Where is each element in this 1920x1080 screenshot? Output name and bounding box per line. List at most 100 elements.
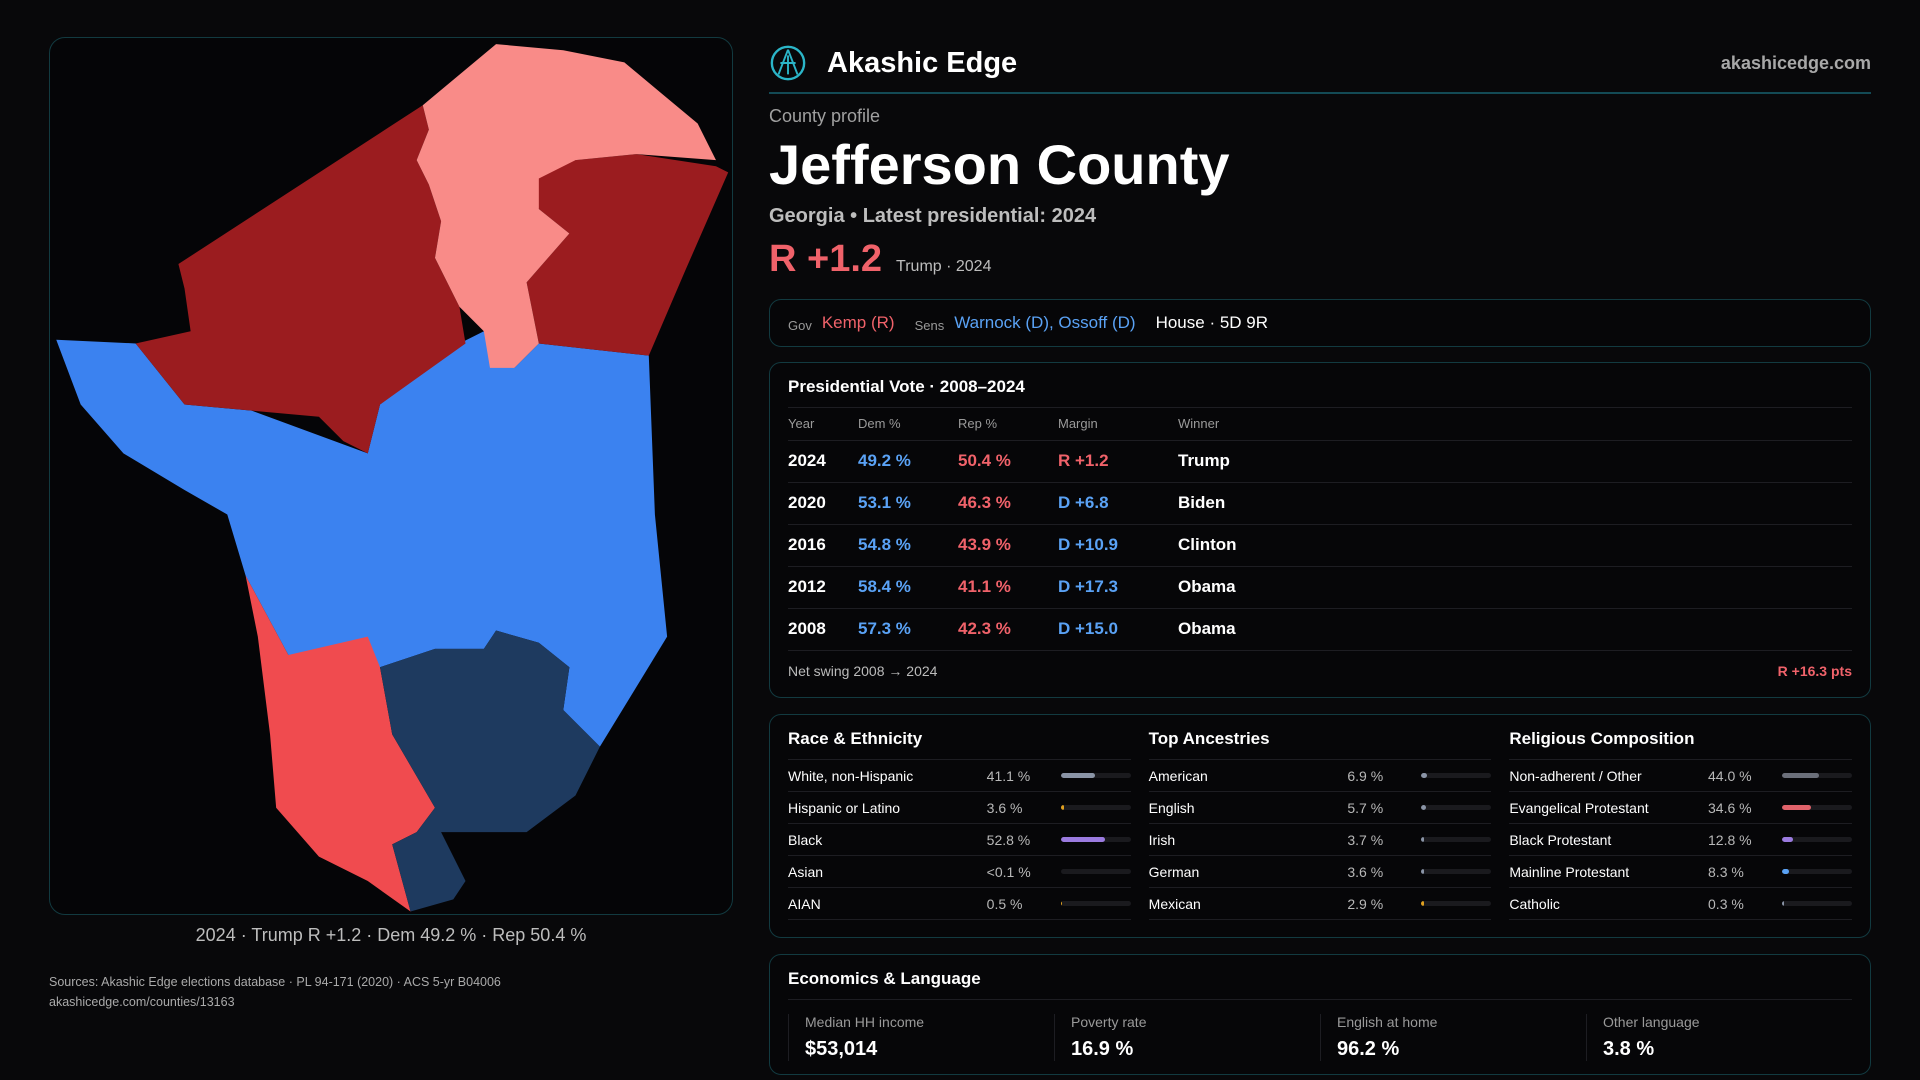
- precinct-lean-d[interactable]: [56, 331, 668, 747]
- margin: D +6.8: [1058, 482, 1178, 525]
- share-bar: [1782, 901, 1853, 906]
- sources-text: Sources: Akashic Edge elections database…: [49, 975, 501, 989]
- share-bar-fill: [1782, 901, 1784, 906]
- precinct-lean-r-south[interactable]: [245, 575, 435, 912]
- year: 2024: [788, 440, 858, 483]
- map-caption: 2024 · Trump R +1.2 · Dem 49.2 % · Rep 5…: [195, 925, 587, 945]
- item-value: 12.8 %: [1708, 831, 1752, 848]
- precinct-strong-d[interactable]: [380, 630, 600, 912]
- item-value: 3.7 %: [1347, 831, 1384, 848]
- share-bar-fill: [1421, 869, 1425, 874]
- share-bar-fill: [1782, 837, 1793, 842]
- item-name: AIAN: [788, 895, 821, 912]
- item-value: <0.1 %: [986, 863, 1031, 880]
- dem-pct: 54.8 %: [858, 524, 958, 567]
- item-value: 2.9 %: [1347, 895, 1384, 912]
- officials-bar: Gov Kemp (R) Sens Warnock (D), Ossoff (D…: [769, 299, 1871, 347]
- site-link[interactable]: akashicedge.com: [1720, 52, 1871, 73]
- rep-pct: 50.4 %: [958, 440, 1058, 483]
- rep-pct: 41.1 %: [958, 566, 1058, 609]
- year: 2016: [788, 524, 858, 567]
- item-name: American: [1148, 767, 1208, 784]
- share-bar-fill: [1421, 901, 1424, 906]
- stat-tile: Other language 3.8 %: [1586, 1014, 1852, 1061]
- share-bar: [1060, 837, 1131, 842]
- item-value: 34.6 %: [1708, 799, 1752, 816]
- margin: R +1.2: [1058, 440, 1178, 483]
- item-value: 5.7 %: [1347, 799, 1384, 816]
- stat-label: Poverty rate: [1071, 1014, 1147, 1030]
- item-value: 0.5 %: [986, 895, 1023, 912]
- list-item: Hispanic or Latino 3.6 %: [788, 792, 1131, 824]
- share-bar-fill: [1060, 837, 1106, 842]
- card-title: Presidential Vote · 2008–2024: [788, 377, 1852, 408]
- rep-pct: 42.3 %: [958, 608, 1058, 651]
- rep-pct: 46.3 %: [958, 482, 1058, 525]
- list-item: AIAN 0.5 %: [788, 888, 1131, 920]
- governor: Kemp (R): [821, 313, 895, 332]
- county-url[interactable]: akashicedge.com/counties/13163: [49, 995, 235, 1009]
- share-bar: [1421, 901, 1492, 906]
- item-name: English: [1148, 799, 1195, 816]
- table-row: 2012 58.4 % 41.1 % D +17.3 Obama: [788, 566, 1852, 609]
- stat-value: 16.9 %: [1071, 1038, 1134, 1060]
- share-bar: [1782, 837, 1853, 842]
- list-item: Mexican 2.9 %: [1148, 888, 1492, 920]
- item-value: 52.8 %: [986, 831, 1031, 848]
- column-title: Top Ancestries: [1148, 729, 1492, 760]
- table-row: 2008 57.3 % 42.3 % D +15.0 Obama: [788, 608, 1852, 651]
- akashic-logo-icon: [770, 45, 806, 81]
- card-title: Economics & Language: [788, 969, 1852, 1000]
- stat-tile: Poverty rate 16.9 %: [1054, 1014, 1320, 1061]
- margin-note: Trump · 2024: [896, 258, 992, 275]
- list-item: Evangelical Protestant 34.6 %: [1509, 792, 1853, 824]
- share-bar-fill: [1060, 773, 1096, 778]
- table-row: 2024 49.2 % 50.4 % R +1.2 Trump: [788, 440, 1852, 483]
- list-item: American 6.9 %: [1148, 760, 1492, 792]
- demographic-column: Religious Composition Non-adherent / Othe…: [1509, 729, 1853, 923]
- dem-pct: 57.3 %: [858, 608, 958, 651]
- demographic-column: Top Ancestries American 6.9 % English 5.7 % I…: [1148, 729, 1492, 923]
- brand-name: Akashic Edge: [827, 46, 1018, 79]
- margin: D +10.9: [1058, 524, 1178, 567]
- list-item: Non-adherent / Other 44.0 %: [1509, 760, 1853, 792]
- share-bar: [1421, 837, 1492, 842]
- year: 2008: [788, 608, 858, 651]
- precinct-lean-r-north[interactable]: [416, 44, 716, 368]
- share-bar: [1421, 805, 1492, 810]
- dem-pct: 58.4 %: [858, 566, 958, 609]
- item-value: 44.0 %: [1708, 767, 1752, 784]
- sources-footer: Sources: Akashic Edge elections database…: [49, 972, 733, 1012]
- share-bar: [1782, 805, 1853, 810]
- column-title: Religious Composition: [1509, 729, 1853, 760]
- stat-value: 96.2 %: [1337, 1038, 1400, 1060]
- share-bar-fill: [1421, 773, 1428, 778]
- item-value: 8.3 %: [1708, 863, 1744, 880]
- list-item: White, non-Hispanic 41.1 %: [788, 760, 1131, 792]
- share-bar: [1060, 805, 1131, 810]
- item-name: Evangelical Protestant: [1509, 799, 1649, 816]
- share-bar-fill: [1782, 773, 1819, 778]
- share-bar: [1782, 773, 1853, 778]
- share-bar-fill: [1782, 805, 1812, 810]
- share-bar: [1060, 869, 1131, 874]
- net-swing: Net swing 2008 → 2024 R +16.3 pts: [788, 663, 1852, 679]
- stat-label: Median HH income: [805, 1014, 925, 1030]
- table-row: 2020 53.1 % 46.3 % D +6.8 Biden: [788, 482, 1852, 525]
- list-item: English 5.7 %: [1148, 792, 1492, 824]
- col-winner: Winner: [1178, 408, 1852, 441]
- precinct-map[interactable]: [50, 38, 732, 914]
- share-bar: [1060, 901, 1131, 906]
- item-name: Black Protestant: [1509, 831, 1612, 848]
- item-value: 41.1 %: [986, 767, 1031, 784]
- list-item: Black 52.8 %: [788, 824, 1131, 856]
- header: Akashic Edge akashicedge.com: [769, 34, 1871, 94]
- winner: Obama: [1178, 608, 1852, 651]
- year: 2020: [788, 482, 858, 525]
- winner: Obama: [1178, 566, 1852, 609]
- precinct-strong-r-east[interactable]: [526, 154, 729, 356]
- column-title: Race & Ethnicity: [788, 729, 1131, 760]
- item-name: Irish: [1148, 831, 1176, 848]
- precinct-strong-r-west[interactable]: [135, 105, 466, 454]
- stat-label: Other language: [1603, 1014, 1700, 1030]
